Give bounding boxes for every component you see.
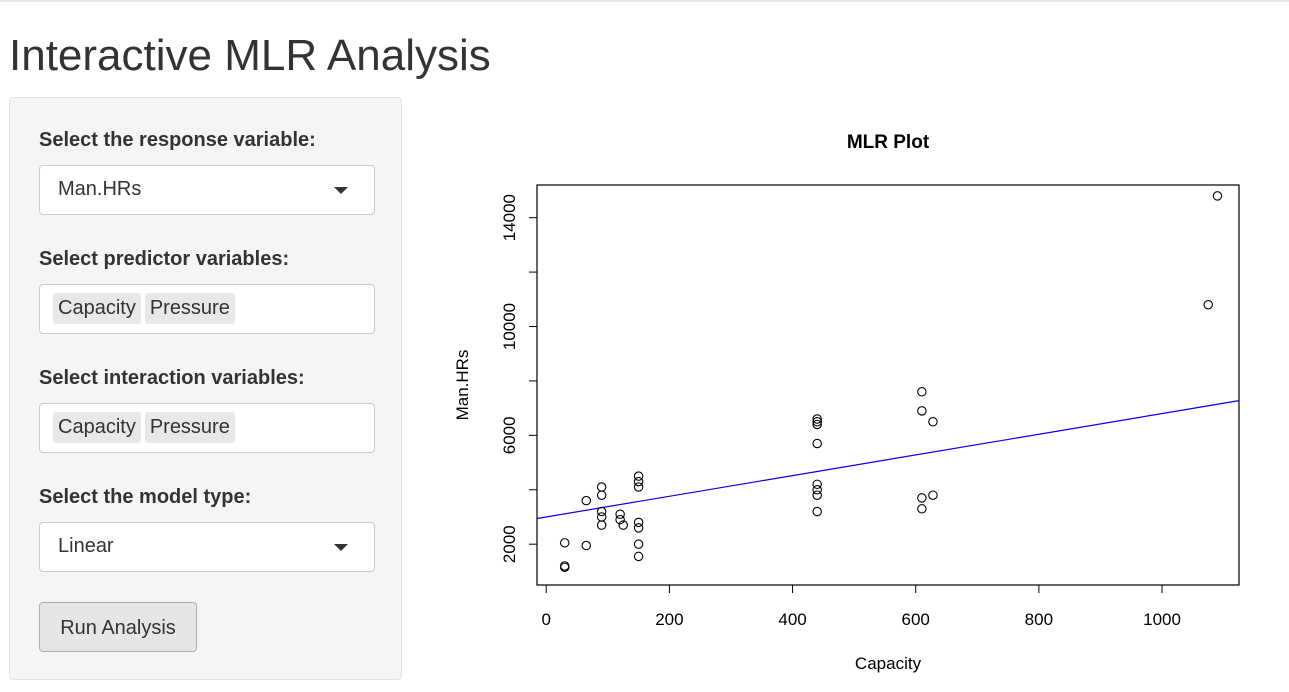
interaction-chip-capacity[interactable]: Capacity <box>53 412 141 443</box>
data-point <box>812 416 822 427</box>
x-tick-label: 0 <box>542 610 551 629</box>
data-point <box>812 438 822 449</box>
data-point <box>596 512 607 522</box>
data-point <box>633 482 644 492</box>
y-tick-label: 14000 <box>500 194 519 241</box>
data-point <box>812 419 822 430</box>
data-point <box>596 482 607 492</box>
x-axis-label: Capacity <box>855 654 922 673</box>
x-tick-label: 1000 <box>1143 610 1181 629</box>
response-select[interactable]: Man.HRs <box>39 165 375 215</box>
response-label: Select the response variable: <box>39 129 316 151</box>
mlr-plot: MLR Plot Capacity Man.HRs 0 200 400 600 800 1… <box>453 132 1240 673</box>
sidebar-panel: Select the response variable: Man.HRs Se… <box>9 97 402 680</box>
data-point <box>917 493 927 503</box>
data-point <box>559 538 570 548</box>
data-point <box>812 479 822 490</box>
interaction-chip-pressure[interactable]: Pressure <box>144 412 235 443</box>
response-select-value: Man.HRs <box>58 178 142 200</box>
data-point <box>633 476 644 487</box>
data-point <box>812 485 822 495</box>
data-point <box>928 416 938 427</box>
fit-line <box>536 400 1240 520</box>
data-point <box>596 506 607 517</box>
data-point <box>1203 299 1213 310</box>
model-type-label: Select the model type: <box>39 486 252 508</box>
y-tick-label: 2000 <box>500 525 519 563</box>
y-tick-label: 10000 <box>500 303 519 350</box>
predictor-multiselect[interactable]: Capacity Pressure <box>39 284 375 334</box>
data-point <box>581 495 592 506</box>
data-point <box>559 562 570 573</box>
model-type-select-value: Linear <box>58 535 114 557</box>
axes: 0 200 400 600 800 1000 2000 6000 10000 14000 <box>500 194 1181 629</box>
x-tick-label: 400 <box>778 610 806 629</box>
data-point <box>615 509 625 520</box>
y-axis-label: Man.HRs <box>453 350 472 421</box>
chevron-down-icon <box>334 187 348 194</box>
x-tick-label: 200 <box>655 610 683 629</box>
predictor-label: Select predictor variables: <box>39 248 290 270</box>
data-point <box>596 490 607 500</box>
data-point <box>615 514 625 525</box>
x-tick-label: 800 <box>1025 610 1053 629</box>
data-point <box>596 520 607 530</box>
predictor-chip-capacity[interactable]: Capacity <box>53 293 141 324</box>
points-layer <box>559 191 1223 573</box>
predictor-chip-pressure[interactable]: Pressure <box>144 293 235 324</box>
data-point <box>633 523 644 533</box>
data-point <box>633 539 644 549</box>
top-border <box>0 0 1289 2</box>
data-point <box>633 551 644 562</box>
x-tick-label: 600 <box>902 610 930 629</box>
fit-line-layer <box>536 400 1240 520</box>
data-point <box>917 504 927 514</box>
chevron-down-icon <box>334 544 348 551</box>
data-point <box>581 540 592 551</box>
data-point <box>928 490 938 500</box>
model-type-select[interactable]: Linear <box>39 522 375 572</box>
run-analysis-button[interactable]: Run Analysis <box>39 602 197 652</box>
page-title: Interactive MLR Analysis <box>9 31 491 80</box>
chart-title: MLR Plot <box>847 132 930 153</box>
data-point <box>1212 191 1223 201</box>
interaction-label: Select interaction variables: <box>39 367 305 389</box>
data-point <box>812 506 822 517</box>
interaction-multiselect[interactable]: Capacity Pressure <box>39 403 375 453</box>
data-point <box>633 471 644 481</box>
data-point <box>917 387 927 397</box>
data-point <box>618 520 628 530</box>
data-point <box>812 490 822 500</box>
y-tick-label: 6000 <box>500 416 519 454</box>
data-point <box>917 406 927 416</box>
data-point <box>633 517 644 528</box>
data-point <box>812 414 822 424</box>
